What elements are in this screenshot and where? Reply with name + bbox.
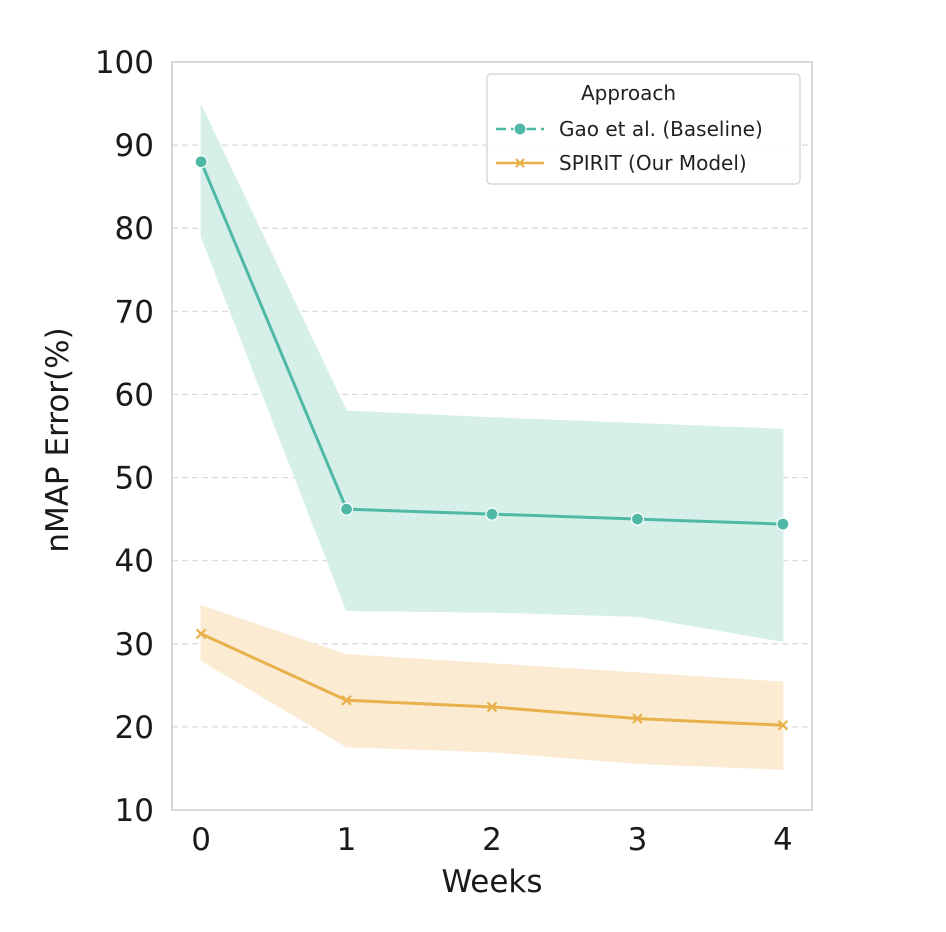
y-tick-label: 10	[115, 793, 154, 829]
y-tick-label: 30	[115, 627, 154, 663]
y-tick-label: 80	[115, 211, 154, 247]
y-tick-label: 70	[115, 294, 154, 330]
point-series-1	[632, 713, 643, 724]
point-series-0	[339, 502, 354, 516]
legend-item-spirit: SPIRIT (Our Model)	[496, 151, 747, 175]
legend-x-marker	[515, 158, 525, 168]
x-axis-label: Weeks	[441, 864, 542, 900]
point-series-0	[776, 517, 790, 531]
point-series-0	[630, 512, 645, 526]
legend-label-spirit: SPIRIT (Our Model)	[559, 151, 747, 175]
y-tick-label: 60	[115, 377, 154, 413]
legend-label-baseline: Gao et al. (Baseline)	[559, 117, 763, 141]
x-tick-label: 4	[773, 822, 793, 858]
point-series-1	[341, 695, 352, 706]
band-series-1	[200, 604, 784, 770]
x-tick-label: 1	[337, 822, 357, 858]
y-tick-label: 20	[115, 710, 154, 746]
series-markers	[194, 155, 790, 731]
legend-marker-spirit	[515, 158, 525, 168]
y-axis-label: nMAP Error(%)	[40, 327, 76, 552]
x-tick-label: 3	[628, 822, 648, 858]
x-axis-ticks: 0 1 2 3 4	[191, 822, 793, 858]
legend-box	[486, 73, 801, 185]
legend-item-baseline: Gao et al. (Baseline)	[496, 117, 763, 141]
point-series-1	[195, 628, 207, 640]
plot-frame	[171, 61, 813, 811]
point-series-1	[486, 701, 498, 713]
legend: Approach Gao et al. (Baseline) SPIRIT (O…	[486, 73, 801, 185]
y-tick-label: 40	[115, 544, 154, 580]
x-tick-label: 0	[191, 822, 211, 858]
y-tick-label: 50	[115, 461, 154, 497]
legend-title: Approach	[581, 81, 676, 105]
point-series-0	[485, 507, 499, 521]
point-series-1	[777, 719, 789, 731]
x-tick-label: 2	[482, 822, 502, 858]
y-axis-ticks: 10 20 30 40 50 60 70 80 90 100	[95, 45, 154, 829]
y-tick-label: 100	[95, 45, 154, 81]
point-series-0	[194, 155, 208, 169]
legend-marker-baseline	[513, 122, 527, 136]
y-tick-label: 90	[115, 128, 154, 164]
confidence-bands	[200, 105, 784, 770]
